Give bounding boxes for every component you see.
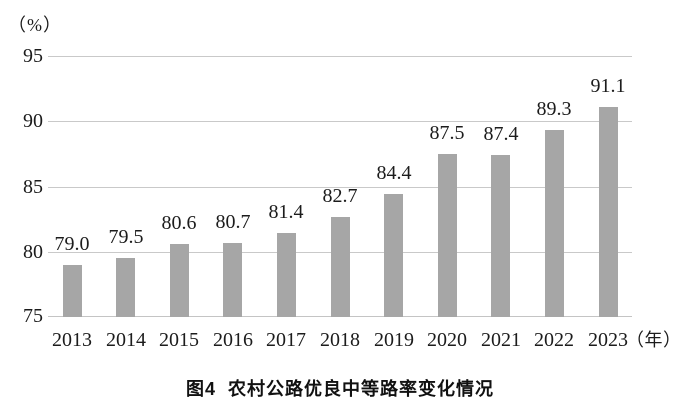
y-tick-label: 85 [23, 176, 43, 198]
bar-value-label: 81.4 [268, 201, 304, 223]
bar-2021 [491, 155, 510, 317]
bar-2013 [63, 265, 82, 317]
bar-value-label: 91.1 [590, 75, 626, 97]
x-tick-label: 2014 [106, 329, 146, 351]
bar-2023 [599, 107, 618, 317]
x-tick-label: 2016 [213, 329, 253, 351]
y-axis-unit-label: （%） [8, 15, 62, 35]
y-tick-label: 75 [23, 305, 43, 327]
bar-2014 [116, 258, 135, 317]
y-tick-label: 80 [23, 241, 43, 263]
x-tick-label: 2021 [481, 329, 521, 351]
x-tick-label: 2023 [588, 329, 628, 351]
y-tick-label: 90 [23, 110, 43, 132]
x-tick-label: 2013 [52, 329, 92, 351]
plot-area: 79.0 79.5 80.6 80.7 81.4 82.7 84.4 87.5 87.4 89.3… [48, 56, 632, 317]
bar-value-label: 79.0 [54, 233, 90, 255]
x-tick-label: 2018 [320, 329, 360, 351]
bar-2018 [331, 217, 350, 317]
gridline [48, 187, 632, 188]
bar-value-label: 87.4 [483, 123, 519, 145]
bar-2020 [438, 154, 457, 317]
x-axis-unit-label: （年） [626, 330, 682, 350]
bar-2017 [277, 233, 296, 317]
x-tick-label: 2015 [159, 329, 199, 351]
bar-value-label: 82.7 [322, 185, 358, 207]
bar-value-label: 84.4 [376, 162, 412, 184]
x-tick-label: 2017 [266, 329, 306, 351]
bar-2015 [170, 244, 189, 317]
bar-value-label: 80.6 [161, 212, 197, 234]
bar-2019 [384, 194, 403, 317]
gridline [48, 121, 632, 122]
x-tick-label: 2019 [374, 329, 414, 351]
bar-value-label: 89.3 [536, 98, 572, 120]
gridline [48, 56, 632, 57]
x-tick-label: 2022 [534, 329, 574, 351]
figure-caption: 图4 农村公路优良中等路率变化情况 [185, 379, 494, 399]
bar-value-label: 80.7 [215, 211, 251, 233]
bar-2016 [223, 243, 242, 317]
bar-2022 [545, 130, 564, 317]
x-tick-label: 2020 [427, 329, 467, 351]
bar-value-label: 87.5 [429, 122, 465, 144]
y-tick-label: 95 [23, 45, 43, 67]
bar-value-label: 79.5 [108, 226, 144, 248]
